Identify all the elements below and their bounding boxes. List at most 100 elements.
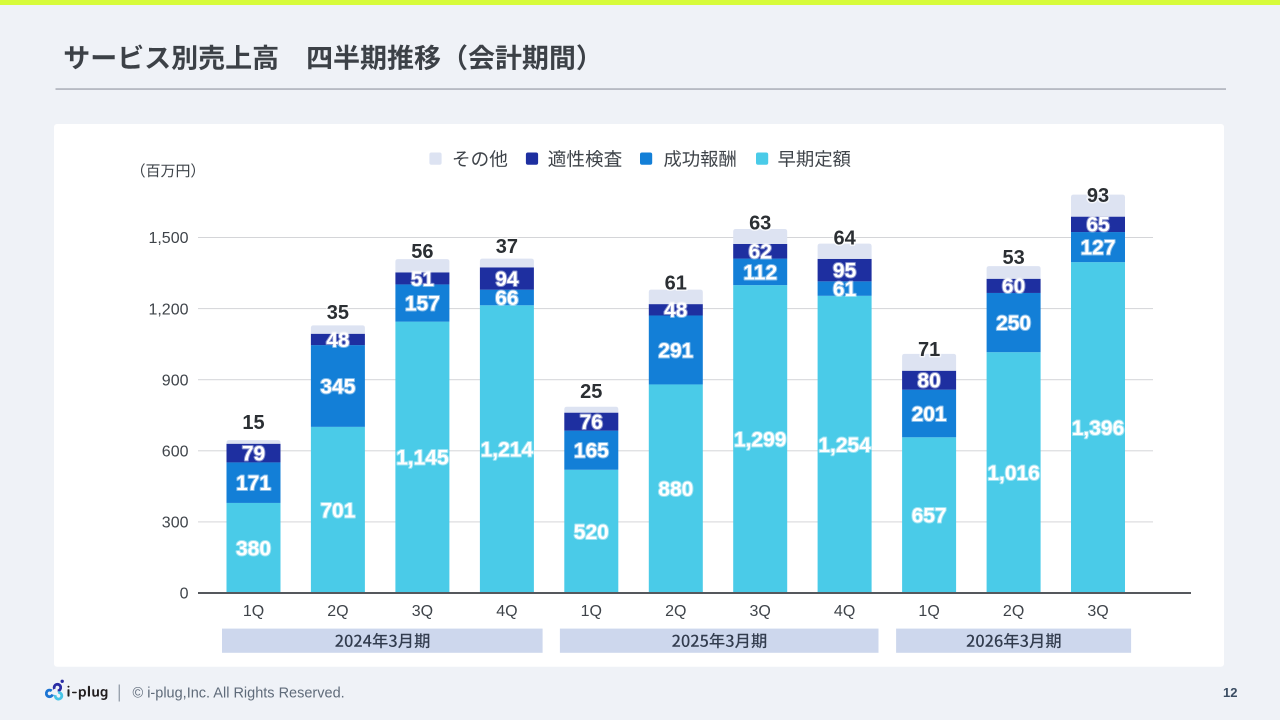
svg-text:48: 48: [326, 329, 350, 352]
svg-text:1,214: 1,214: [481, 439, 534, 462]
svg-text:520: 520: [574, 521, 609, 544]
svg-text:35: 35: [327, 302, 349, 324]
svg-text:1Q: 1Q: [243, 603, 264, 620]
svg-text:61: 61: [665, 273, 687, 295]
svg-text:1,299: 1,299: [734, 429, 787, 452]
svg-text:93: 93: [1087, 185, 1109, 207]
svg-text:71: 71: [918, 339, 940, 361]
svg-text:63: 63: [749, 212, 771, 234]
svg-text:76: 76: [580, 411, 603, 434]
svg-text:300: 300: [162, 515, 189, 532]
svg-text:657: 657: [912, 505, 947, 528]
svg-text:380: 380: [236, 537, 271, 560]
svg-text:25: 25: [580, 381, 602, 403]
svg-text:60: 60: [1002, 275, 1025, 298]
svg-text:79: 79: [242, 443, 265, 466]
svg-text:66: 66: [495, 287, 518, 310]
svg-text:701: 701: [320, 499, 355, 522]
svg-text:157: 157: [405, 292, 440, 315]
svg-text:37: 37: [496, 236, 518, 258]
svg-text:157: 157: [405, 292, 440, 315]
svg-text:1,396: 1,396: [1072, 417, 1125, 440]
svg-text:1,396: 1,396: [1072, 417, 1125, 440]
svg-text:1,254: 1,254: [818, 434, 871, 457]
svg-text:64: 64: [833, 227, 856, 249]
svg-text:12: 12: [1223, 685, 1237, 700]
svg-text:79: 79: [242, 443, 265, 466]
svg-text:37: 37: [496, 236, 518, 258]
svg-text:171: 171: [236, 472, 271, 495]
svg-text:48: 48: [664, 299, 688, 322]
svg-text:61: 61: [833, 278, 857, 301]
svg-text:201: 201: [912, 403, 947, 426]
svg-text:2Q: 2Q: [327, 603, 348, 620]
svg-text:1Q: 1Q: [918, 603, 939, 620]
svg-text:62: 62: [749, 241, 772, 264]
svg-text:93: 93: [1087, 185, 1109, 207]
svg-text:1,145: 1,145: [396, 447, 449, 470]
svg-text:64: 64: [833, 227, 856, 249]
svg-text:1,200: 1,200: [148, 301, 188, 318]
svg-text:80: 80: [917, 370, 940, 393]
svg-text:345: 345: [320, 375, 355, 398]
svg-text:95: 95: [833, 260, 857, 283]
svg-text:291: 291: [658, 339, 693, 362]
svg-text:61: 61: [833, 278, 857, 301]
svg-text:380: 380: [236, 537, 271, 560]
svg-text:48: 48: [326, 329, 350, 352]
svg-text:94: 94: [495, 268, 519, 291]
svg-text:1,254: 1,254: [818, 434, 871, 457]
svg-text:112: 112: [743, 261, 777, 284]
svg-text:15: 15: [242, 412, 264, 434]
svg-text:56: 56: [411, 241, 433, 263]
svg-text:1,016: 1,016: [987, 462, 1040, 485]
svg-text:1,214: 1,214: [481, 439, 534, 462]
svg-text:65: 65: [1086, 214, 1110, 237]
svg-text:345: 345: [320, 375, 355, 398]
svg-text:880: 880: [658, 478, 693, 501]
svg-text:51: 51: [411, 268, 435, 291]
svg-text:2Q: 2Q: [1003, 603, 1024, 620]
svg-text:1,016: 1,016: [987, 462, 1040, 485]
svg-text:53: 53: [1002, 247, 1024, 269]
svg-text:2Q: 2Q: [665, 603, 686, 620]
svg-text:1,299: 1,299: [734, 429, 787, 452]
svg-text:25: 25: [580, 381, 602, 403]
svg-text:71: 71: [918, 339, 940, 361]
svg-text:250: 250: [996, 312, 1031, 335]
svg-text:127: 127: [1080, 237, 1115, 260]
svg-text:15: 15: [242, 412, 264, 434]
svg-text:165: 165: [574, 440, 609, 463]
svg-text:600: 600: [162, 444, 189, 461]
svg-text:165: 165: [574, 440, 609, 463]
svg-text:© i-plug,Inc. All Rights Reser: © i-plug,Inc. All Rights Reserved.: [133, 686, 345, 702]
svg-text:94: 94: [495, 268, 519, 291]
svg-text:657: 657: [912, 505, 947, 528]
svg-text:51: 51: [411, 268, 435, 291]
svg-text:4Q: 4Q: [496, 603, 517, 620]
svg-text:63: 63: [749, 212, 771, 234]
svg-text:3Q: 3Q: [412, 603, 433, 620]
svg-text:291: 291: [658, 339, 693, 362]
svg-text:76: 76: [580, 411, 603, 434]
svg-text:53: 53: [1002, 247, 1024, 269]
svg-text:1,145: 1,145: [396, 447, 449, 470]
svg-text:80: 80: [917, 370, 940, 393]
svg-text:60: 60: [1002, 275, 1025, 298]
svg-text:201: 201: [912, 403, 947, 426]
svg-text:171: 171: [236, 472, 271, 495]
svg-text:35: 35: [327, 302, 349, 324]
svg-text:62: 62: [749, 241, 772, 264]
svg-text:127: 127: [1080, 237, 1115, 260]
svg-text:250: 250: [996, 312, 1031, 335]
svg-text:0: 0: [180, 586, 189, 603]
svg-text:56: 56: [411, 241, 433, 263]
svg-text:112: 112: [743, 261, 777, 284]
svg-text:900: 900: [162, 372, 189, 389]
svg-text:48: 48: [664, 299, 688, 322]
svg-text:65: 65: [1086, 214, 1110, 237]
svg-text:66: 66: [495, 287, 518, 310]
svg-text:3Q: 3Q: [1087, 603, 1108, 620]
svg-text:701: 701: [320, 499, 355, 522]
svg-text:4Q: 4Q: [834, 603, 855, 620]
